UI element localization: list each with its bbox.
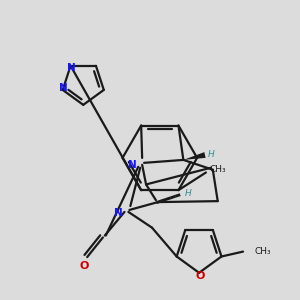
Text: O: O: [80, 261, 89, 271]
Text: H: H: [185, 189, 192, 198]
Text: N: N: [114, 208, 123, 218]
Text: N: N: [59, 83, 68, 93]
Text: CH₃: CH₃: [255, 247, 272, 256]
Text: O: O: [195, 271, 205, 281]
Text: H: H: [208, 149, 214, 158]
Text: CH₃: CH₃: [210, 165, 226, 174]
Text: N: N: [128, 160, 137, 170]
Text: N: N: [67, 63, 76, 73]
Polygon shape: [183, 152, 206, 160]
